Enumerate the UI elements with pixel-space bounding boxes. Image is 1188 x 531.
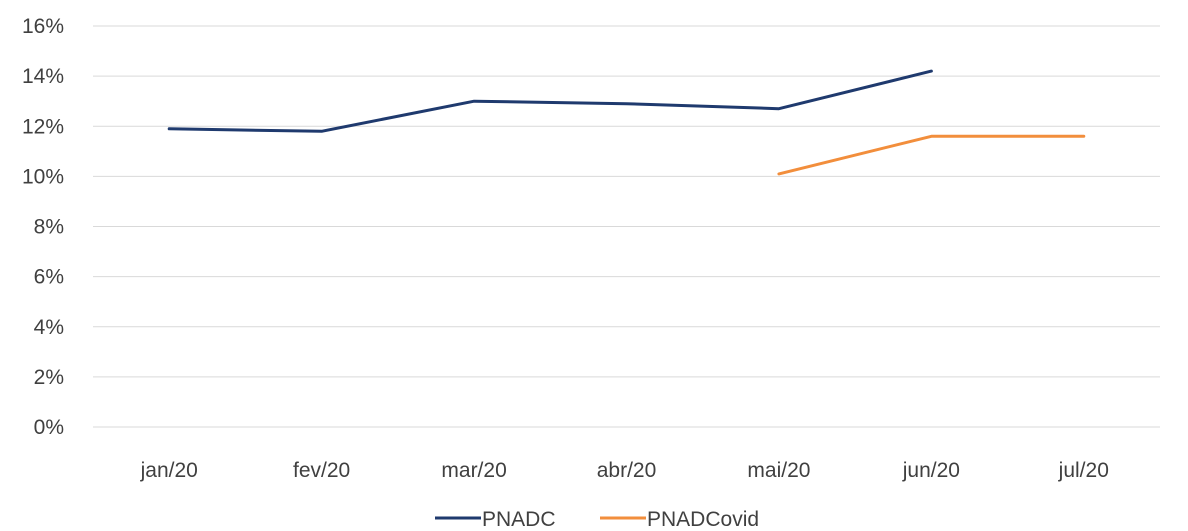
series-line-pnadc xyxy=(167,69,933,133)
legend-label: PNADCovid xyxy=(647,508,759,531)
y-tick-label: 6% xyxy=(34,266,64,289)
x-tick-label: mar/20 xyxy=(441,459,506,482)
y-tick-label: 14% xyxy=(22,65,64,88)
x-tick-label: abr/20 xyxy=(597,459,657,482)
legend-label: PNADC xyxy=(482,508,556,531)
y-axis-ticks: 0% 2% 4% 6% 8% 10% 12% 14% 16% xyxy=(22,15,64,439)
series-lines xyxy=(167,69,1086,176)
y-tick-label: 4% xyxy=(34,316,64,339)
x-tick-label: jul/20 xyxy=(1058,459,1109,482)
x-tick-label: jun/20 xyxy=(902,459,960,482)
y-tick-label: 8% xyxy=(34,216,64,239)
x-tick-label: fev/20 xyxy=(293,459,350,482)
gridlines xyxy=(93,25,1160,428)
legend: PNADC PNADCovid xyxy=(435,508,759,531)
y-tick-label: 16% xyxy=(22,15,64,38)
y-tick-label: 0% xyxy=(34,416,64,439)
x-tick-label: jan/20 xyxy=(140,459,198,482)
y-tick-label: 10% xyxy=(22,165,64,188)
y-tick-label: 2% xyxy=(34,366,64,389)
series-line-pnadcovid xyxy=(777,134,1086,176)
y-tick-label: 12% xyxy=(22,115,64,138)
x-axis-ticks: jan/20 fev/20 mar/20 abr/20 mai/20 jun/20 jul/… xyxy=(140,459,1109,482)
x-tick-label: mai/20 xyxy=(747,459,810,482)
